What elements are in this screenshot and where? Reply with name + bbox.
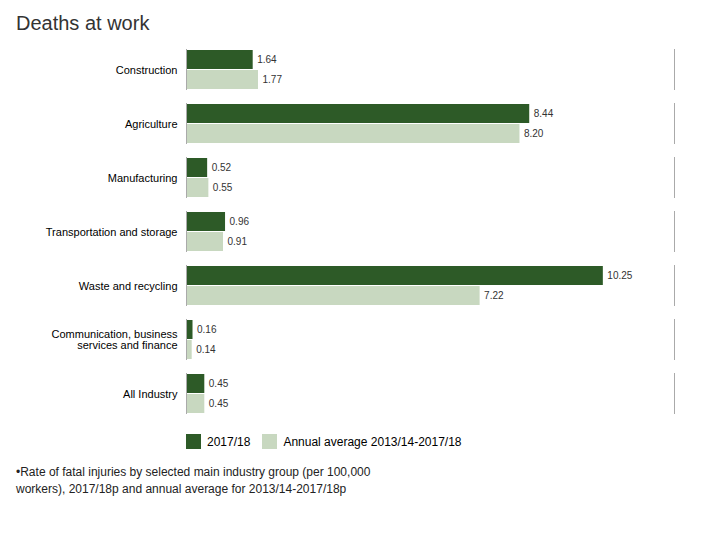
- svg-text:8.44: 8.44: [534, 108, 554, 119]
- svg-text:Manufacturing: Manufacturing: [108, 172, 178, 184]
- svg-text:1.64: 1.64: [257, 54, 277, 65]
- svg-text:0.96: 0.96: [230, 216, 250, 227]
- svg-text:0.16: 0.16: [197, 324, 217, 335]
- svg-text:Communication, businessservice: Communication, businessservices and fina…: [52, 328, 178, 351]
- svg-text:0.45: 0.45: [209, 398, 229, 409]
- svg-text:10.25: 10.25: [607, 270, 632, 281]
- html-text:Deaths at work: Deaths at work: [16, 12, 150, 34]
- svg-text:8.20: 8.20: [524, 128, 544, 139]
- svg-text:All Industry: All Industry: [123, 388, 178, 400]
- svg-text:0.91: 0.91: [228, 236, 248, 247]
- svg-text:Construction: Construction: [116, 64, 178, 76]
- html-text:Annual average 2013/14-2017/18: Annual average 2013/14-2017/18: [283, 434, 462, 449]
- svg-text:Agriculture: Agriculture: [125, 118, 178, 130]
- svg-text:7.22: 7.22: [484, 290, 504, 301]
- svg-text:Waste and recycling: Waste and recycling: [79, 280, 178, 292]
- svg-text:0.14: 0.14: [196, 344, 216, 355]
- svg-text:0.55: 0.55: [213, 182, 233, 193]
- svg-text:0.52: 0.52: [212, 162, 232, 173]
- svg-text:Transportation and storage: Transportation and storage: [46, 226, 178, 238]
- html-text:•Rate of fatal injuries by sel: •Rate of fatal injuries by selected main…: [16, 465, 371, 496]
- svg-text:0.45: 0.45: [209, 378, 229, 389]
- html-text:2017/18: 2017/18: [207, 434, 251, 449]
- svg-text:1.77: 1.77: [262, 74, 282, 85]
